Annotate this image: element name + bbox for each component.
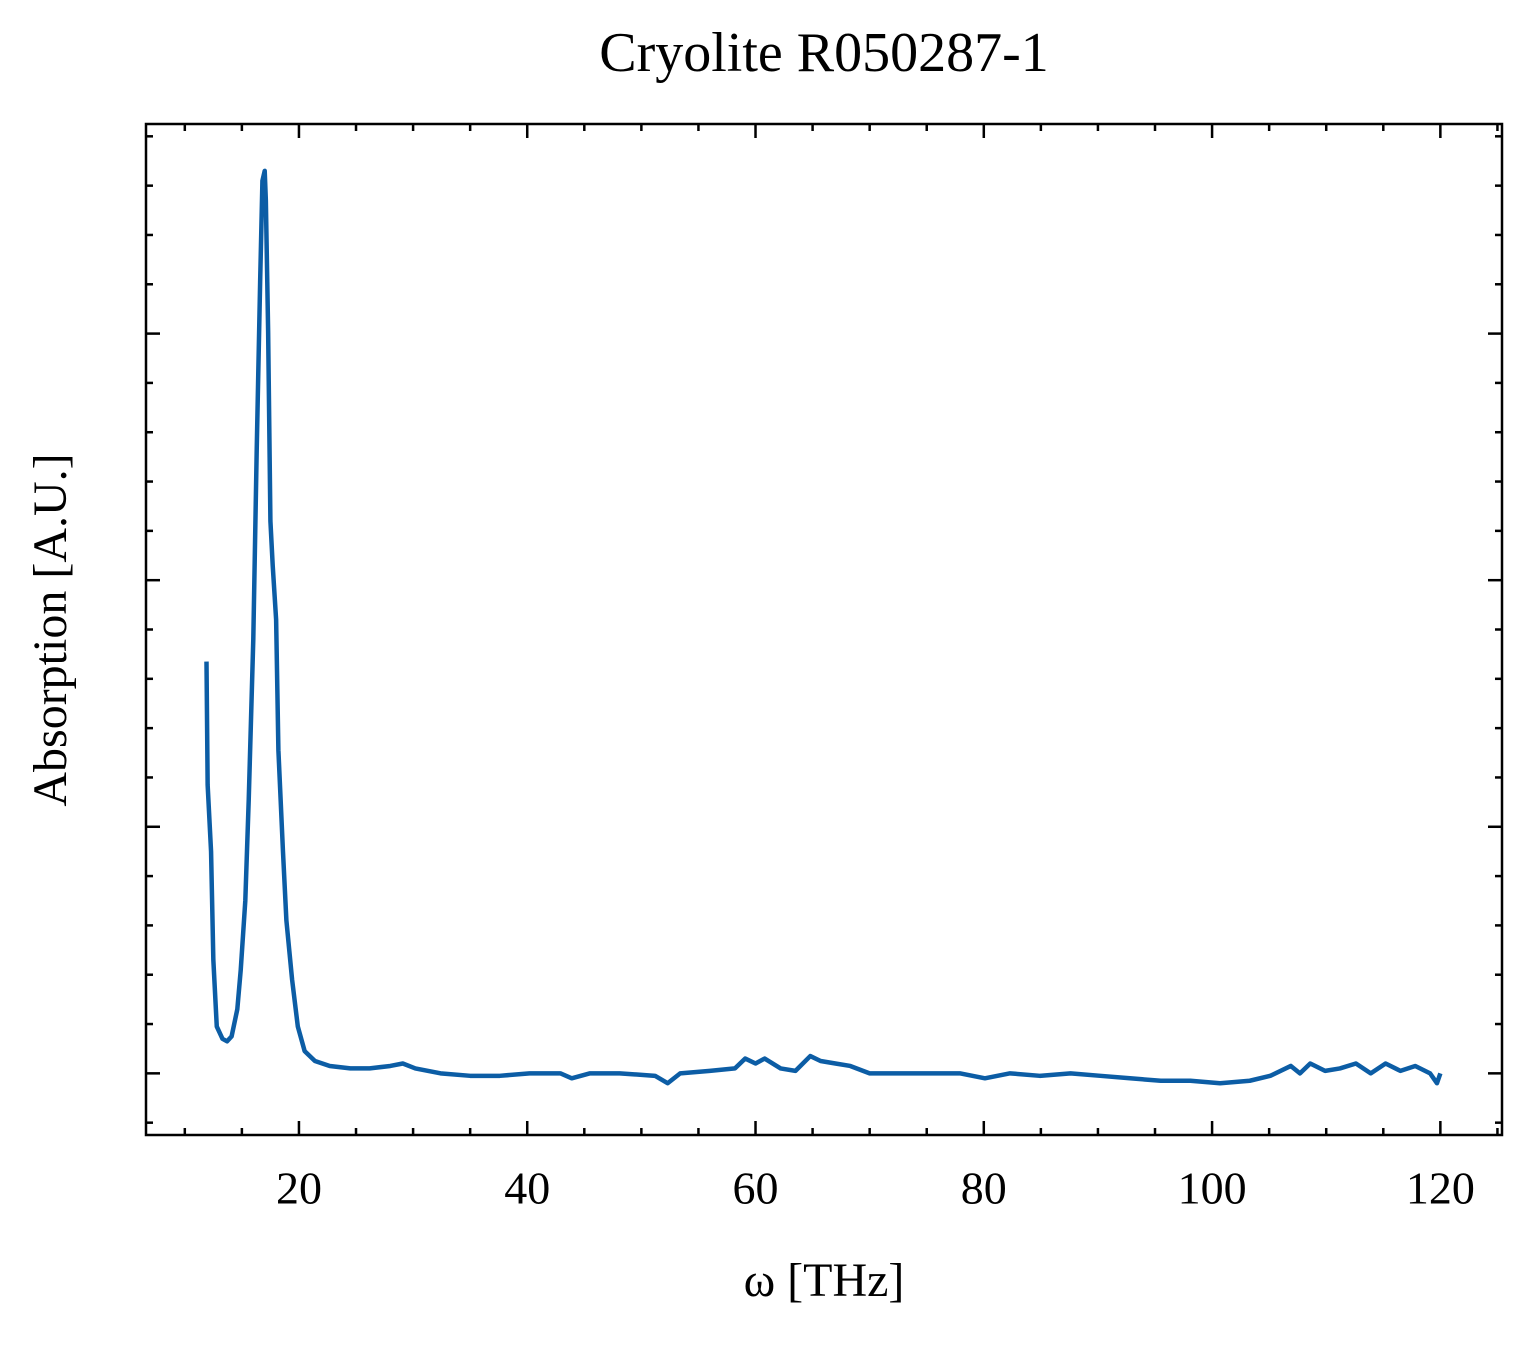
plot-frame xyxy=(144,122,1504,1137)
x-tick-label: 60 xyxy=(733,1163,779,1214)
x-tick-label: 80 xyxy=(961,1163,1007,1214)
data-line xyxy=(204,168,1443,1086)
x-tick-label: 120 xyxy=(1406,1163,1475,1214)
x-tick-label: 20 xyxy=(276,1163,322,1214)
x-axis-label: ω [THz] xyxy=(744,1254,905,1307)
x-tick-label: 40 xyxy=(504,1163,550,1214)
y-axis-label: Absorption [A.U.] xyxy=(24,453,77,806)
x-tick-label: 100 xyxy=(1178,1163,1247,1214)
chart-title: Cryolite R050287-1 xyxy=(599,22,1049,84)
